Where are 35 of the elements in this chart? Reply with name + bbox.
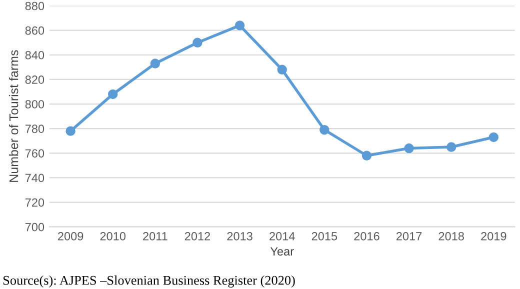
x-tick-label: 2018 xyxy=(438,232,464,240)
x-tick-label: 2009 xyxy=(58,232,84,240)
x-axis-title: Year xyxy=(270,247,294,256)
y-tick-label: 840 xyxy=(25,50,44,60)
y-tick-label: 820 xyxy=(25,76,44,84)
point xyxy=(320,124,330,135)
x-tick-label: 2014 xyxy=(270,232,295,240)
x-tick-label: 2010 xyxy=(100,232,126,240)
point xyxy=(362,150,372,160)
y-tick-label: 760 xyxy=(25,149,44,158)
y-tick-label: 740 xyxy=(25,174,44,182)
point xyxy=(108,89,118,100)
point xyxy=(150,58,160,68)
x-tick-label: 2015 xyxy=(312,232,338,240)
y-axis-title: Number of Tourist farms xyxy=(9,50,18,182)
source-note: Source(s): AJPES –Slovenian Business Register (2020) xyxy=(3,276,295,288)
y-tick-label: 800 xyxy=(25,100,44,108)
y-tick-label: 860 xyxy=(25,26,44,35)
point xyxy=(277,64,287,75)
point xyxy=(192,38,202,48)
x-tick-label: 2013 xyxy=(227,232,252,240)
y-tick-label: 700 xyxy=(25,222,44,232)
x-tick-label: 2019 xyxy=(481,232,506,240)
x-tick-label: 2011 xyxy=(143,232,168,240)
x-tick-label: 2016 xyxy=(354,232,380,240)
x-tick-label: 2017 xyxy=(396,232,422,240)
x-tick-label: 2012 xyxy=(184,232,210,240)
point xyxy=(234,20,245,30)
point xyxy=(66,126,76,136)
y-tick-label: 720 xyxy=(25,198,44,207)
point xyxy=(488,132,499,142)
y-tick-label: 880 xyxy=(25,2,44,10)
y-tick-label: 780 xyxy=(25,124,44,133)
point xyxy=(404,143,414,154)
point xyxy=(446,142,456,152)
